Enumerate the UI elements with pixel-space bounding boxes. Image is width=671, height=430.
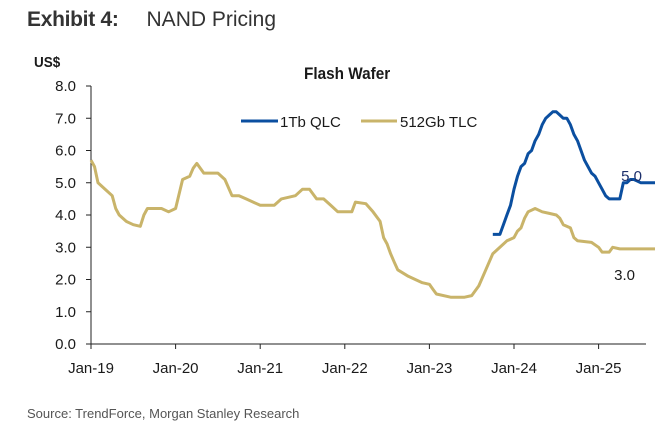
x-tick-label: Jan-24 <box>491 360 537 377</box>
source-note: Source: TrendForce, Morgan Stanley Resea… <box>27 406 300 421</box>
qlc-end-label: 5.0 <box>621 168 642 185</box>
chart-title: Flash Wafer <box>304 64 391 83</box>
exhibit-number: Exhibit 4: <box>27 8 119 31</box>
tlc-end-label: 3.0 <box>614 267 635 284</box>
legend-label-tlc: 512Gb TLC <box>400 114 477 131</box>
y-tick-label: 5.0 <box>55 175 76 192</box>
y-tick-label: 1.0 <box>55 304 76 321</box>
x-tick-label: Jan-22 <box>322 360 368 377</box>
y-tick-label: 2.0 <box>55 272 76 289</box>
exhibit-heading: Exhibit 4: NAND Pricing <box>27 8 276 32</box>
exhibit-title: NAND Pricing <box>146 8 277 31</box>
x-tick-label: Jan-20 <box>153 360 199 377</box>
y-tick-label: 3.0 <box>55 239 76 256</box>
y-tick-label: 0.0 <box>55 336 76 353</box>
x-tick-label: Jan-19 <box>68 360 114 377</box>
y-tick-label: 7.0 <box>55 110 76 127</box>
x-tick-label: Jan-25 <box>576 360 622 377</box>
y-axis-unit-label: US$ <box>34 54 61 71</box>
y-tick-label: 6.0 <box>55 143 76 160</box>
legend-label-qlc: 1Tb QLC <box>280 114 341 131</box>
y-tick-label: 4.0 <box>55 207 76 224</box>
series-line-qlc <box>492 110 655 236</box>
series-line-tlc <box>89 159 655 299</box>
x-tick-label: Jan-21 <box>237 360 283 377</box>
x-tick-label: Jan-23 <box>406 360 452 377</box>
y-tick-label: 8.0 <box>55 78 76 95</box>
